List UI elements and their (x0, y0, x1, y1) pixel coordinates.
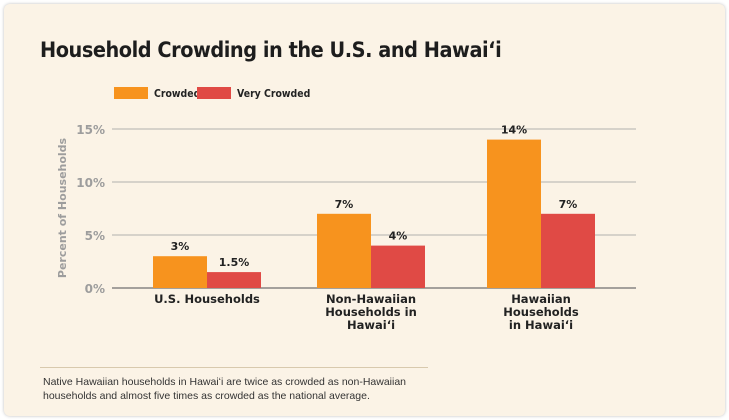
chart-title: Household Crowding in the U.S. and Hawai… (40, 38, 502, 62)
bar-crowded-3 (487, 139, 541, 288)
y-tick-label-15: 15% (76, 123, 105, 137)
x-tick-label-3-line-3: in Hawaiʻi (509, 318, 573, 332)
footnote: Native Hawaiian households in Hawaiʻi ar… (43, 376, 407, 402)
x-tick-label-3-line-1: Hawaiian (511, 292, 571, 306)
footnote-divider (40, 367, 428, 368)
bar-crowded-2 (317, 213, 371, 288)
bar-very-crowded-3 (541, 213, 595, 288)
legend-swatch-crowded (114, 87, 148, 99)
x-tick-label-2-line-1: Non-Hawaiian (326, 292, 416, 306)
data-label-crowded-1: 3% (171, 240, 190, 253)
data-label-very-crowded-2: 4% (389, 230, 408, 243)
chart-card (4, 4, 725, 416)
legend-label-crowded: Crowded (154, 86, 201, 100)
legend-swatch-very-crowded (197, 87, 231, 99)
y-tick-label-10: 10% (76, 176, 105, 190)
y-tick-label-5: 5% (85, 229, 105, 243)
data-label-very-crowded-1: 1.5% (219, 256, 250, 269)
bar-very-crowded-2 (371, 245, 425, 288)
legend-label-very-crowded: Very Crowded (237, 86, 311, 100)
x-tick-label-1-line-1: U.S. Households (154, 292, 260, 306)
data-label-crowded-2: 7% (335, 198, 354, 211)
bar-crowded-1 (153, 256, 207, 288)
x-tick-label-2-line-2: Households in (325, 305, 417, 319)
legend-item-very-crowded: Very Crowded (197, 86, 323, 100)
x-tick-label-2-line-3: Hawaiʻi (347, 318, 395, 332)
bar-very-crowded-1 (207, 272, 261, 288)
legend-item-crowded: Crowded (114, 86, 208, 100)
y-axis-label: Percent of Households (56, 137, 69, 278)
data-label-crowded-3: 14% (501, 124, 527, 137)
y-tick-label-0: 0% (85, 282, 105, 296)
data-label-very-crowded-3: 7% (559, 198, 578, 211)
x-tick-label-3-line-2: Households (503, 305, 579, 319)
